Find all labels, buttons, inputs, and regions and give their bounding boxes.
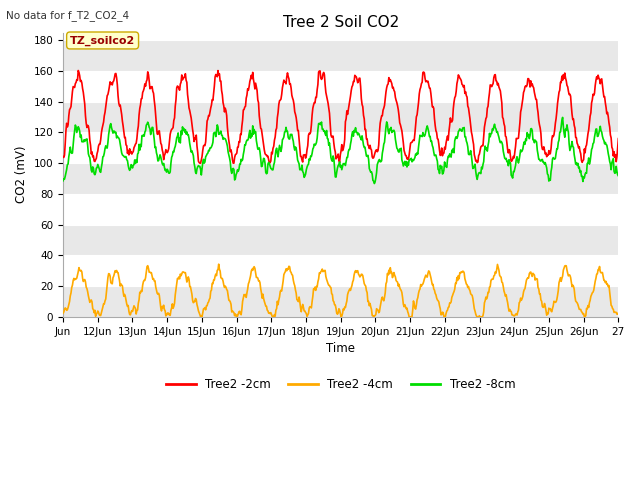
Bar	[63, 225, 618, 255]
Bar	[63, 286, 618, 317]
Bar	[63, 40, 618, 71]
Bar	[63, 163, 618, 194]
X-axis label: Time: Time	[326, 342, 355, 355]
Legend: Tree2 -2cm, Tree2 -4cm, Tree2 -8cm: Tree2 -2cm, Tree2 -4cm, Tree2 -8cm	[161, 374, 520, 396]
Y-axis label: CO2 (mV): CO2 (mV)	[15, 146, 28, 204]
Text: No data for f_T2_CO2_4: No data for f_T2_CO2_4	[6, 10, 129, 21]
Bar	[63, 102, 618, 132]
Text: TZ_soilco2: TZ_soilco2	[70, 36, 135, 46]
Title: Tree 2 Soil CO2: Tree 2 Soil CO2	[283, 15, 399, 30]
